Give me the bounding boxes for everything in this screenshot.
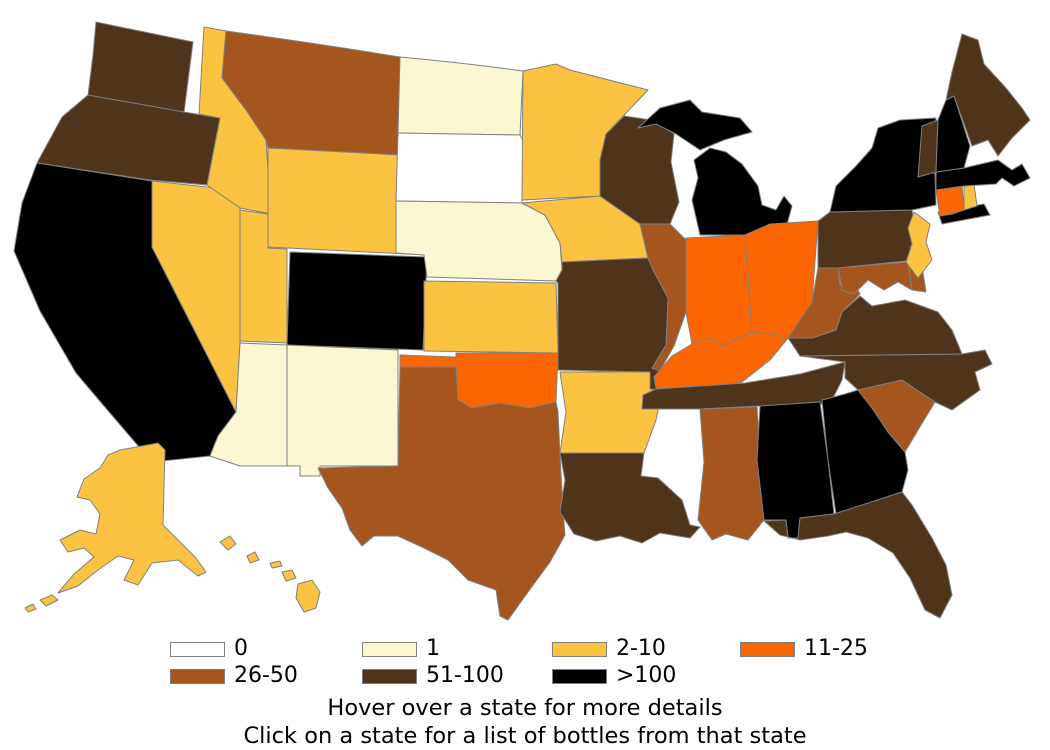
state-florida[interactable]: [763, 491, 953, 619]
legend-label-5: 51-100: [426, 663, 504, 688]
legend-swatch-1: [362, 641, 417, 657]
hover-caption-row: Hover over a state for more details: [0, 694, 1050, 722]
state-north-dakota[interactable]: [397, 56, 524, 136]
legend-label-1: 1: [426, 636, 440, 661]
state-arizona[interactable]: [209, 342, 288, 467]
hover-caption: Hover over a state for more details: [327, 695, 723, 721]
state-mississippi[interactable]: [697, 406, 765, 541]
state-texas[interactable]: [317, 366, 566, 621]
state-alaska[interactable]: [24, 442, 207, 613]
click-caption: Click on a state for a list of bottles f…: [243, 723, 807, 749]
state-new-jersey[interactable]: [905, 211, 933, 279]
state-maine[interactable]: [945, 33, 1031, 157]
states-group: [13, 21, 1031, 621]
state-pennsylvania[interactable]: [817, 209, 917, 269]
legend-label-6: >100: [616, 663, 677, 688]
click-caption-row: Click on a state for a list of bottles f…: [0, 722, 1050, 750]
state-missouri[interactable]: [555, 257, 669, 391]
state-massachusetts[interactable]: [935, 159, 1031, 191]
state-indiana[interactable]: [685, 234, 753, 346]
state-new-mexico[interactable]: [286, 344, 399, 477]
state-south-dakota[interactable]: [395, 132, 528, 204]
legend-item-3: 11-25: [740, 636, 868, 661]
legend-swatch-4: [170, 668, 225, 684]
legend-swatch-5: [362, 668, 417, 684]
legend-label-0: 0: [234, 636, 248, 661]
state-utah[interactable]: [239, 209, 288, 344]
legend-item-5: 51-100: [362, 663, 504, 688]
legend-item-4: 26-50: [170, 663, 298, 688]
legend-swatch-0: [170, 641, 225, 657]
state-connecticut[interactable]: [935, 185, 965, 217]
state-rhode-island[interactable]: [963, 183, 978, 211]
state-louisiana[interactable]: [559, 452, 701, 544]
legend-swatch-3: [740, 641, 795, 657]
legend-label-3: 11-25: [804, 636, 868, 661]
legend-swatch-6: [552, 668, 607, 684]
state-hawaii[interactable]: [219, 535, 321, 613]
state-kansas[interactable]: [423, 280, 559, 354]
legend-item-2: 2-10: [552, 636, 666, 661]
state-wisconsin[interactable]: [599, 115, 680, 225]
state-north-carolina[interactable]: [799, 349, 993, 411]
legend: 0 1 2-10 11-25 26-50 51-100 >100: [0, 0, 1050, 687]
state-arkansas[interactable]: [559, 371, 663, 454]
state-michigan[interactable]: [637, 99, 793, 236]
legend-item-1: 1: [362, 636, 440, 661]
legend-label-4: 26-50: [234, 663, 298, 688]
state-montana[interactable]: [221, 30, 401, 156]
state-tennessee[interactable]: [641, 361, 846, 410]
legend-swatch-2: [552, 641, 607, 657]
legend-item-0: 0: [170, 636, 248, 661]
state-oregon[interactable]: [36, 94, 221, 186]
state-colorado[interactable]: [286, 251, 428, 351]
legend-item-6: >100: [552, 663, 677, 688]
legend-label-2: 2-10: [616, 636, 666, 661]
